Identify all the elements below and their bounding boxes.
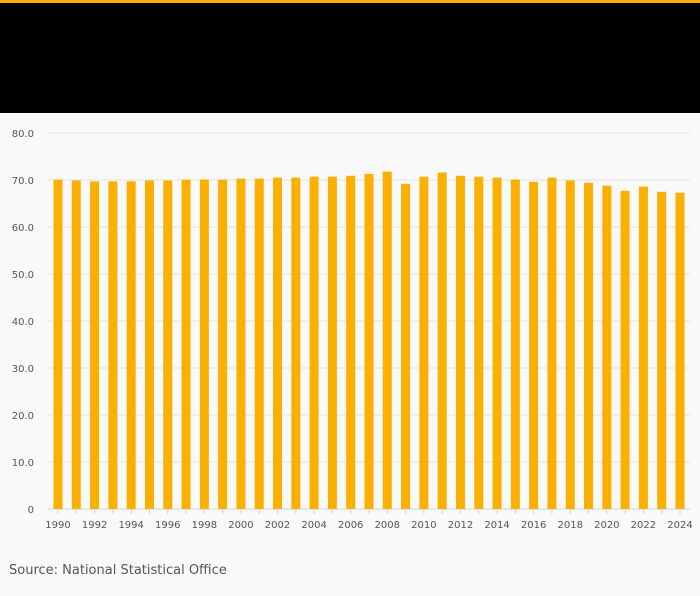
bar-2006 [346, 175, 356, 509]
x-tick-label: 1990 [45, 520, 70, 531]
x-tick-label: 2004 [301, 520, 326, 531]
bar-2018 [565, 180, 575, 509]
bar-1994 [126, 181, 136, 509]
x-tick-label: 2018 [558, 520, 583, 531]
bar-2014 [492, 177, 502, 509]
bar-2013 [474, 176, 484, 509]
bar-2016 [529, 181, 539, 509]
bar-1995 [144, 180, 154, 509]
source-note: Source: National Statistical Office [9, 563, 227, 578]
y-tick-label: 20.0 [12, 411, 34, 422]
x-tick-label: 1998 [192, 520, 217, 531]
bar-1992 [90, 181, 100, 509]
bar-chart: 0 10.0 20.0 30.0 40.0 50.0 60.0 70.0 80.0 1990 19… [12, 129, 693, 531]
bar-2019 [584, 182, 594, 509]
bar-2024 [675, 192, 685, 509]
accent-top-line [0, 0, 700, 3]
y-tick-label: 40.0 [12, 317, 34, 328]
x-tick-label: 1996 [155, 520, 180, 531]
y-tick-label: 50.0 [12, 270, 34, 281]
bar-2011 [437, 172, 447, 510]
x-tick-label: 1994 [118, 520, 143, 531]
bar-1991 [71, 180, 81, 509]
bar-2012 [455, 175, 465, 509]
x-tick-label: 2002 [265, 520, 290, 531]
x-tick-label: 2008 [375, 520, 400, 531]
x-tick-label: 2014 [484, 520, 509, 531]
bar-2017 [547, 177, 557, 509]
bar-1993 [108, 181, 118, 509]
bar-2022 [638, 186, 648, 509]
bar-2015 [510, 179, 520, 509]
bar-2010 [419, 176, 429, 509]
x-tick-label: 1992 [82, 520, 107, 531]
bar-2003 [291, 177, 301, 509]
x-tick-label: 2006 [338, 520, 363, 531]
bar-2002 [273, 177, 283, 509]
x-tick-label: 2020 [594, 520, 619, 531]
x-tick-label: 2022 [631, 520, 656, 531]
y-tick-label: 10.0 [12, 458, 34, 469]
y-tick-label: 60.0 [12, 223, 34, 234]
bar-2005 [327, 176, 337, 509]
bar-2023 [657, 191, 667, 509]
bar-1997 [181, 179, 191, 509]
bar-2000 [236, 178, 246, 509]
bar-1996 [163, 180, 173, 509]
bar-1998 [199, 179, 209, 509]
bar-2008 [382, 171, 392, 509]
y-tick-label: 0 [28, 505, 34, 516]
y-tick-label: 80.0 [12, 129, 34, 140]
x-tick-label: 2012 [448, 520, 473, 531]
bar-2021 [620, 190, 630, 509]
x-tick-label: 2010 [411, 520, 436, 531]
y-tick-label: 30.0 [12, 364, 34, 375]
bar-2007 [364, 173, 374, 509]
y-tick-label: 70.0 [12, 176, 34, 187]
bar-2004 [309, 176, 319, 509]
x-tick-label: 2024 [667, 520, 692, 531]
bar-1999 [218, 179, 228, 509]
bar-2020 [602, 185, 612, 509]
x-tick-label: 2016 [521, 520, 546, 531]
bar-2001 [254, 178, 264, 509]
x-tick-label: 2000 [228, 520, 253, 531]
bar-1990 [53, 179, 63, 509]
bar-2009 [401, 183, 411, 509]
header-banner [0, 3, 700, 113]
